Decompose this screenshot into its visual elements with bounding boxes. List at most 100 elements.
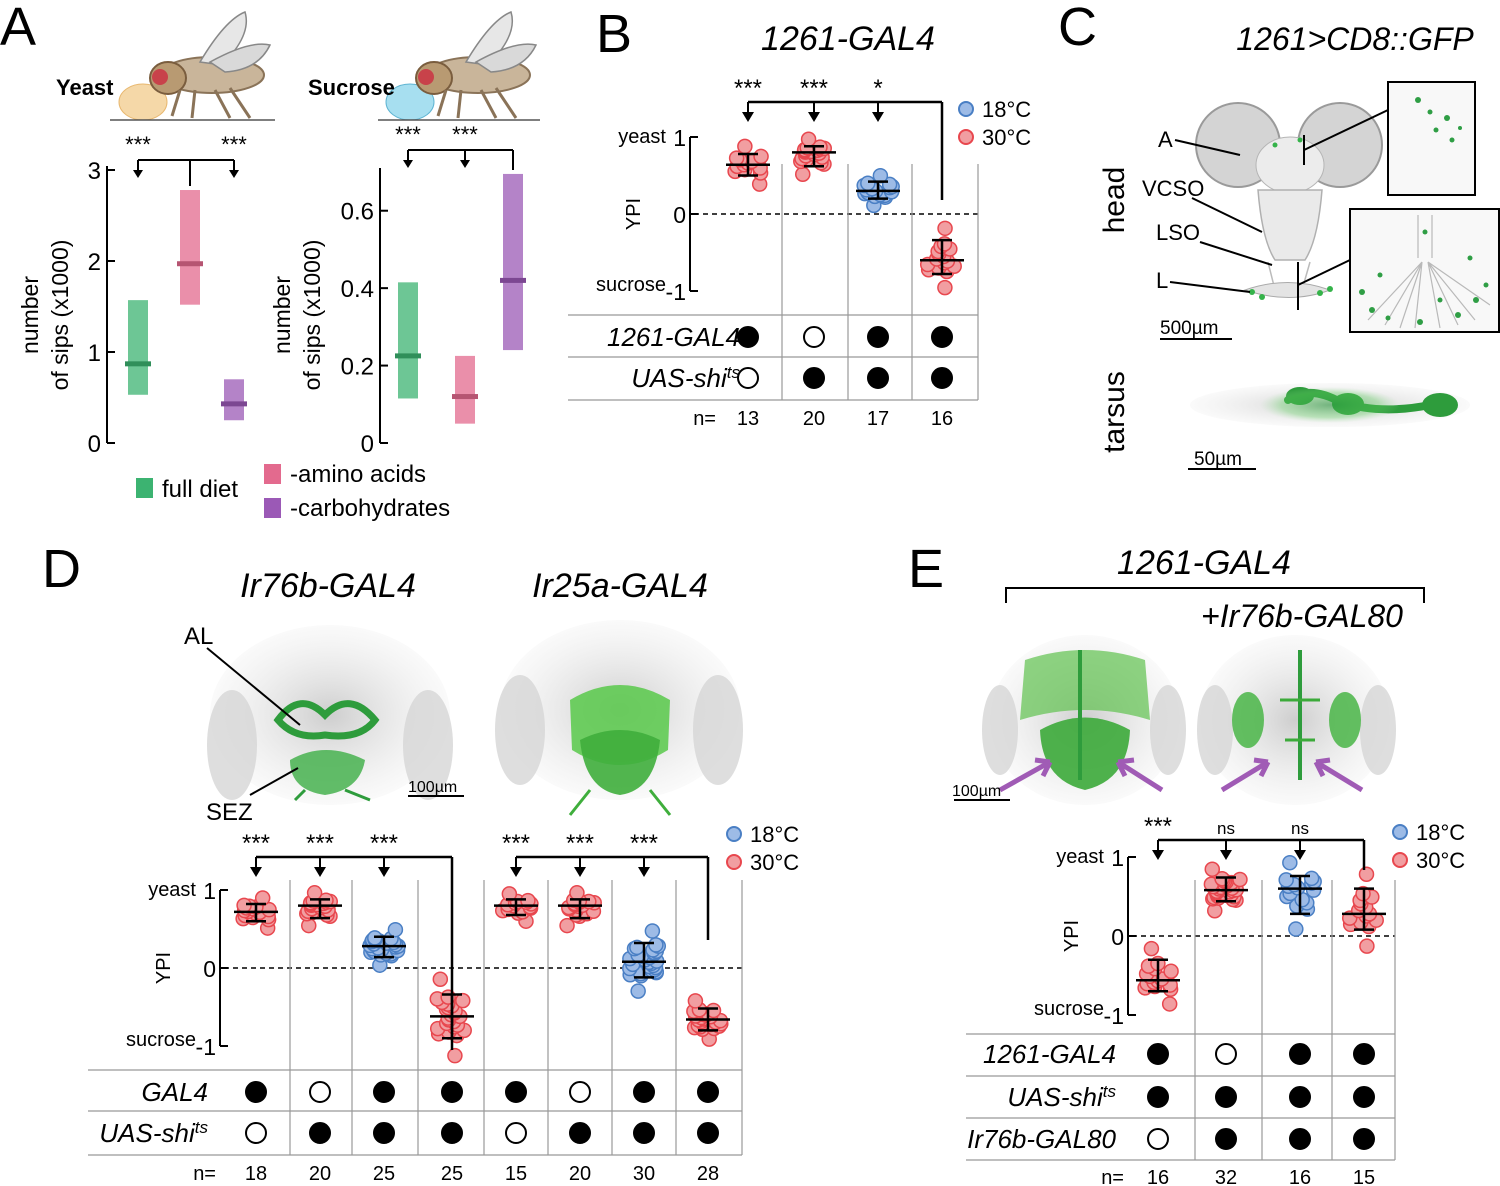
median-mark — [125, 361, 151, 367]
data-point — [648, 937, 664, 953]
c-head-label: head — [1098, 167, 1131, 234]
ypi-bottom-label: sucrose — [596, 274, 666, 296]
n-value: 15 — [1353, 1167, 1375, 1186]
legend-warm-label: 30°C — [1416, 848, 1465, 873]
a-yeast-ylabel-2: of sips (x1000) — [47, 240, 73, 391]
genotype-filled — [373, 1081, 395, 1103]
a-sucrose-ylabel-2: of sips (x1000) — [299, 240, 325, 391]
n-value: 25 — [373, 1163, 395, 1185]
sig-label: *** — [630, 830, 658, 857]
n-value: 16 — [1289, 1167, 1311, 1186]
genotype-filled — [505, 1081, 527, 1103]
genotype-filled — [737, 326, 759, 348]
y-tick-label: 0 — [88, 431, 101, 458]
panel-letter-e: E — [908, 539, 944, 599]
ypi-top-label: yeast — [148, 879, 196, 901]
genotype-row-label: 1261-GAL4 — [607, 322, 740, 352]
genotype-row-sup: ts — [195, 1118, 209, 1137]
data-point — [455, 992, 471, 1009]
sig-arrow-head — [808, 112, 820, 122]
data-point — [800, 131, 817, 147]
n-prefix: n= — [1101, 1167, 1124, 1186]
data-point — [630, 983, 646, 999]
d-title-ir25a: Ir25a-GAL4 — [532, 567, 708, 605]
brain-1261 — [982, 635, 1186, 805]
panel-letter-c: C — [1058, 0, 1097, 57]
legend-warm-marker — [726, 854, 742, 870]
sig-label: *** — [221, 132, 247, 157]
panel-letter-a: A — [0, 0, 36, 57]
n-value: 16 — [931, 408, 953, 430]
sig-label: *** — [125, 132, 151, 157]
genotype-filled — [1289, 1128, 1311, 1150]
sig-label: * — [873, 75, 882, 102]
data-point — [501, 886, 518, 902]
n-value: 25 — [441, 1163, 463, 1185]
sig-label: *** — [1144, 813, 1172, 840]
data-point — [1282, 854, 1298, 871]
sig-arrow-head — [403, 160, 413, 168]
genotype-filled — [697, 1122, 719, 1144]
genotype-filled — [1215, 1086, 1237, 1108]
iqr-bar — [398, 282, 418, 399]
brain-ir25a — [495, 620, 743, 816]
c-label-vcso: VCSO — [1142, 176, 1204, 201]
genotype-filled — [245, 1081, 267, 1103]
ypi-tick-label: -1 — [196, 1034, 216, 1060]
sig-arrow-head — [229, 170, 239, 178]
genotype-row-label: 1261-GAL4 — [983, 1039, 1116, 1069]
data-point — [1163, 963, 1179, 980]
genotype-filled — [569, 1122, 591, 1144]
sig-label: ns — [1291, 819, 1309, 838]
data-point — [1232, 871, 1248, 888]
ypi-tick-label: 0 — [203, 956, 216, 982]
genotype-filled — [309, 1122, 331, 1144]
genotype-empty — [803, 326, 825, 348]
sig-arrow-head — [378, 867, 390, 877]
data-point — [306, 885, 323, 901]
d-scale: 100µm — [408, 779, 457, 796]
d-label-al: AL — [184, 623, 213, 650]
head-micrograph — [1195, 102, 1383, 300]
chart-a-yeast: 0 1 2 3 *** *** — [88, 132, 248, 458]
legend-full-diet: full diet — [162, 476, 238, 503]
genotype-filled — [803, 367, 825, 389]
y-tick-label: 1 — [88, 340, 101, 367]
ypi-top-label: yeast — [1056, 846, 1104, 868]
data-point — [753, 148, 769, 165]
data-point — [387, 921, 404, 938]
data-point — [432, 971, 449, 987]
data-point — [737, 138, 753, 155]
sig-label: *** — [566, 830, 594, 857]
sig-arrow-head — [574, 867, 586, 877]
fly-yeast-icon — [110, 10, 275, 121]
ypi-tick-label: -1 — [666, 279, 686, 305]
legend-swatch-amino-acids — [264, 464, 281, 484]
sig-arrow-head — [314, 867, 326, 877]
iqr-bar — [224, 379, 244, 421]
genotype-filled — [867, 326, 889, 348]
legend-swatch-full-diet — [136, 478, 153, 498]
ypi-tick-label: 1 — [203, 878, 216, 904]
e-subtitle: +Ir76b-GAL80 — [1201, 598, 1403, 634]
data-point — [569, 885, 585, 901]
legend-cold-label: 18°C — [750, 822, 799, 847]
data-point — [236, 897, 252, 914]
data-point — [1161, 996, 1178, 1012]
b-title: 1261-GAL4 — [761, 20, 935, 58]
y-tick-label: 2 — [88, 249, 101, 276]
y-tick-label: 0.4 — [341, 276, 374, 303]
brain-ir76b — [207, 625, 453, 805]
sig-label: *** — [800, 75, 828, 102]
sig-arrow-head — [460, 160, 470, 168]
genotype-empty — [505, 1122, 527, 1144]
data-point — [559, 917, 575, 934]
genotype-empty — [569, 1081, 591, 1103]
data-point — [937, 279, 953, 296]
y-tick-label: 0.6 — [341, 199, 374, 226]
sig-label: *** — [502, 830, 530, 857]
a-sucrose-ylabel-1: number — [269, 276, 295, 354]
data-point — [687, 993, 704, 1009]
ypi-tick-label: 1 — [1111, 845, 1124, 871]
